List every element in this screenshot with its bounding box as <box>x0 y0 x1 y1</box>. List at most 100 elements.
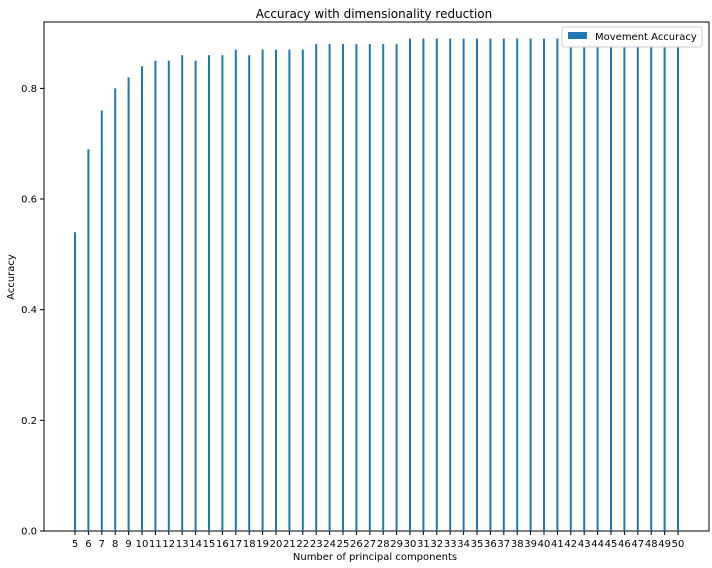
bar-9 <box>127 77 130 531</box>
x-axis-label: Number of principal components <box>293 552 457 563</box>
bar-36 <box>489 38 492 531</box>
legend-label: Movement Accuracy <box>595 32 697 43</box>
x-tick-label-11: 11 <box>149 539 162 550</box>
x-tick-label-30: 30 <box>404 539 417 550</box>
x-tick-label-18: 18 <box>243 539 256 550</box>
x-tick-label-14: 14 <box>189 539 202 550</box>
bar-25 <box>342 44 344 531</box>
bar-21 <box>288 49 291 531</box>
bar-11 <box>154 60 157 531</box>
plot-frame <box>43 21 710 532</box>
bar-13 <box>181 55 184 531</box>
bar-32 <box>435 38 438 531</box>
x-tick-label-45: 45 <box>605 539 618 550</box>
x-tick-label-46: 46 <box>618 539 631 550</box>
legend-swatch <box>568 32 587 39</box>
bar-35 <box>476 38 478 531</box>
bar-15 <box>208 55 210 531</box>
bar-41 <box>556 38 559 531</box>
x-tick-label-40: 40 <box>538 539 551 550</box>
y-axis-label: Accuracy <box>6 254 17 300</box>
bar-46 <box>623 38 626 531</box>
x-tick-label-34: 34 <box>457 539 470 550</box>
bar-12 <box>167 60 170 531</box>
bar-49 <box>663 38 666 531</box>
bar-30 <box>409 38 411 531</box>
bar-33 <box>449 38 452 531</box>
x-tick-label-25: 25 <box>337 539 350 550</box>
x-tick-label-37: 37 <box>497 539 510 550</box>
x-tick-label-17: 17 <box>229 539 242 550</box>
bar-29 <box>395 44 398 531</box>
bar-5 <box>74 232 76 532</box>
x-tick-label-32: 32 <box>430 539 443 550</box>
x-tick-label-48: 48 <box>645 539 658 550</box>
x-tick-label-33: 33 <box>444 539 457 550</box>
bar-26 <box>355 44 358 531</box>
bar-48 <box>650 38 653 531</box>
bar-50 <box>677 38 679 531</box>
x-tick-label-19: 19 <box>256 539 269 550</box>
chart-title: Accuracy with dimensionality reduction <box>256 7 493 21</box>
bar-34 <box>462 38 465 531</box>
x-tick-label-7: 7 <box>99 539 105 550</box>
bar-14 <box>194 60 197 531</box>
x-tick-label-23: 23 <box>310 539 323 550</box>
x-tick-label-26: 26 <box>350 539 363 550</box>
bars-layer <box>74 38 679 532</box>
bar-17 <box>234 49 237 531</box>
x-tick-label-35: 35 <box>471 539 484 550</box>
y-tick-label-4: 0.8 <box>21 84 37 95</box>
bar-24 <box>328 44 331 531</box>
bar-19 <box>261 49 264 531</box>
bar-39 <box>529 38 532 531</box>
x-tick-label-28: 28 <box>377 539 390 550</box>
bar-20 <box>275 49 277 531</box>
legend-box <box>561 26 703 48</box>
x-tick-label-38: 38 <box>511 539 524 550</box>
y-ticks: 0.0 0.2 0.4 0.6 0.8 <box>21 84 44 538</box>
x-tick-label-22: 22 <box>296 539 309 550</box>
x-ticks: 5 6 7 8 9 10 11 12 13 14 15 16 17 18 19 20 21 22 23 24 25 26 2… <box>72 531 685 550</box>
x-tick-label-6: 6 <box>85 539 91 550</box>
bar-31 <box>422 38 425 531</box>
x-tick-label-29: 29 <box>390 539 403 550</box>
x-tick-label-21: 21 <box>283 539 296 550</box>
x-tick-label-24: 24 <box>323 539 336 550</box>
x-tick-label-9: 9 <box>125 539 131 550</box>
bar-40 <box>543 38 545 531</box>
x-tick-label-36: 36 <box>484 539 497 550</box>
bar-27 <box>368 44 371 531</box>
y-tick-label-1: 0.2 <box>21 416 37 427</box>
x-tick-label-10: 10 <box>136 539 149 550</box>
y-tick-label-3: 0.6 <box>21 195 37 206</box>
x-tick-label-41: 41 <box>551 539 564 550</box>
x-tick-label-31: 31 <box>417 539 430 550</box>
legend: Movement Accuracy <box>561 26 703 48</box>
plot-area <box>43 21 710 532</box>
y-tick-label-0: 0.0 <box>21 527 37 538</box>
x-tick-label-27: 27 <box>363 539 376 550</box>
bar-6 <box>87 149 90 531</box>
bar-18 <box>248 55 251 531</box>
bar-45 <box>610 38 612 531</box>
x-tick-label-8: 8 <box>112 539 118 550</box>
y-tick-label-2: 0.4 <box>21 305 37 316</box>
x-tick-label-20: 20 <box>270 539 283 550</box>
x-tick-label-12: 12 <box>162 539 175 550</box>
bar-22 <box>301 49 304 531</box>
bar-10 <box>141 66 143 531</box>
x-tick-label-16: 16 <box>216 539 229 550</box>
x-tick-label-5: 5 <box>72 539 78 550</box>
bar-38 <box>516 38 519 531</box>
x-tick-label-43: 43 <box>578 539 591 550</box>
bar-43 <box>583 38 586 531</box>
bar-44 <box>596 38 599 531</box>
x-tick-label-50: 50 <box>672 539 685 550</box>
bar-47 <box>636 38 639 531</box>
bar-8 <box>114 88 117 531</box>
x-tick-label-42: 42 <box>564 539 577 550</box>
x-tick-label-44: 44 <box>591 539 604 550</box>
bar-28 <box>382 44 385 531</box>
